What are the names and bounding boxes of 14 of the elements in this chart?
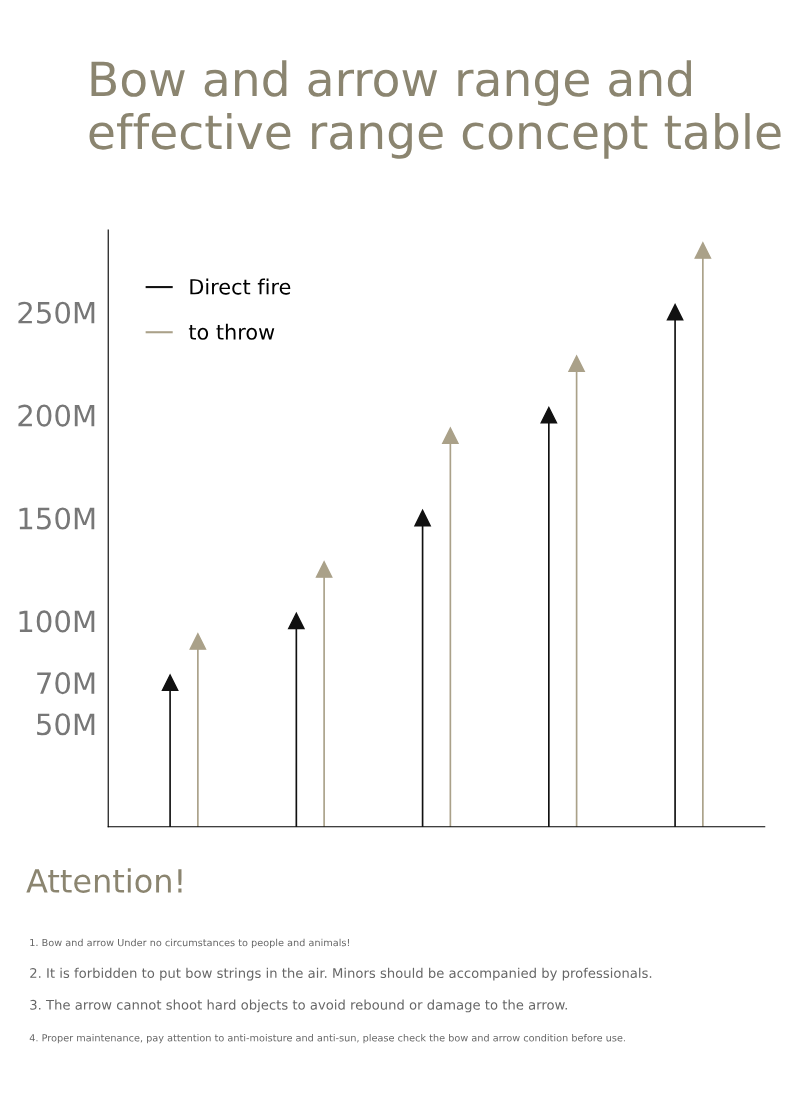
- y-tick-label: 200M: [18, 404, 95, 427]
- y-tick-label: 150M: [19, 507, 95, 530]
- text: 4. Proper maintenance, pay attention to anti-moisture and anti-sun, please check the bow and arrow condition before use.: [29, 1033, 625, 1044]
- chart-title: Bow and arrow range and effective range concept table: [89, 60, 781, 159]
- text: 3. The arrow cannot shoot hard objects to avoid rebound or damage to the arrow.: [30, 999, 567, 1013]
- legend-label: to throw: [188, 323, 275, 340]
- text: 1. Bow and arrow Under no circumstances to people and animals!: [30, 938, 349, 949]
- y-tick-label: 100M: [19, 610, 95, 633]
- y-tick-label: 70M: [37, 672, 95, 695]
- legend-label: Direct fire: [190, 278, 291, 295]
- text: Attention!: [26, 868, 182, 893]
- y-tick-label: 50M: [37, 713, 95, 736]
- text: 2. It is forbidden to put bow strings in the air. Minors should be accompanied by professionals.: [30, 967, 652, 981]
- y-tick-label: 250M: [18, 301, 95, 324]
